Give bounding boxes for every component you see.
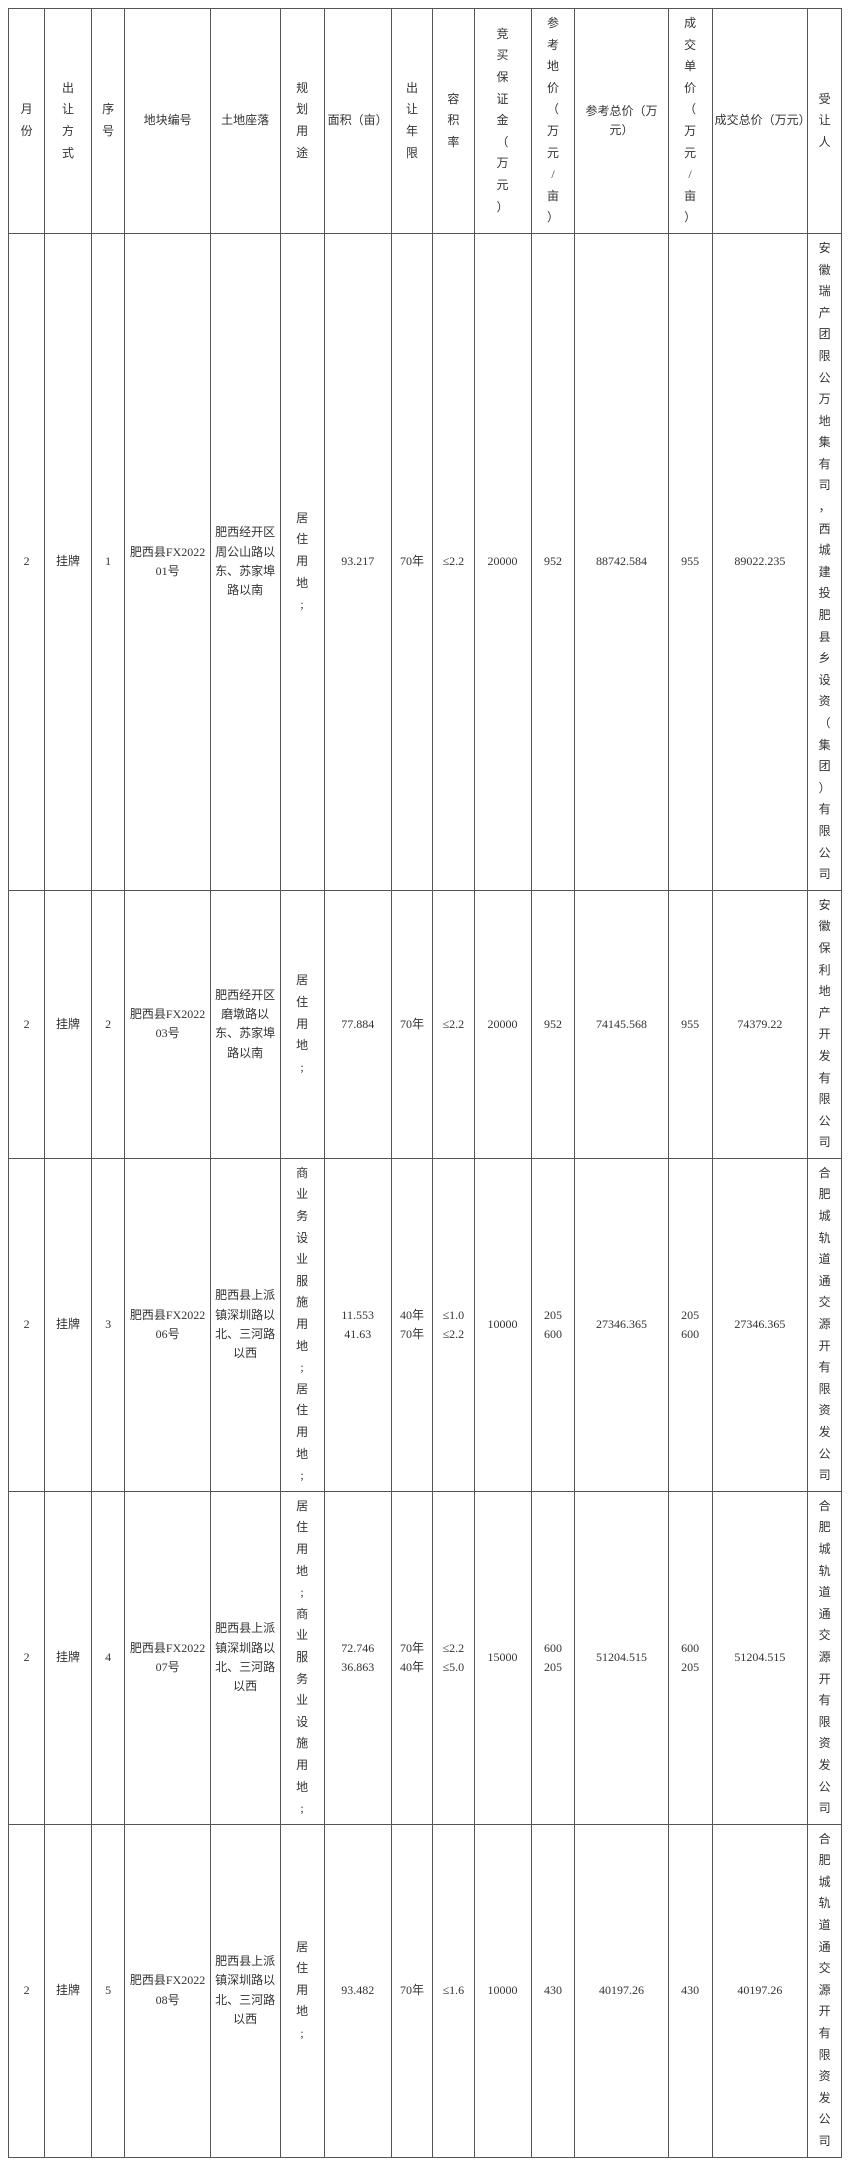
col-buyer: 受让人: [808, 9, 842, 234]
cell-far: ≤1.6: [433, 1824, 474, 2157]
cell-method: 挂牌: [45, 233, 92, 890]
table-body: 2挂牌1肥西县FX202201号肥西经开区周公山路以东、苏家埠路以南居住用地;9…: [9, 233, 842, 2157]
cell-seq: 4: [91, 1491, 125, 1824]
cell-method: 挂牌: [45, 890, 92, 1158]
col-loc: 土地座落: [210, 9, 280, 234]
cell-month: 2: [9, 1824, 45, 2157]
cell-area: 11.55341.63: [324, 1158, 391, 1491]
cell-seq: 2: [91, 890, 125, 1158]
cell-deposit: 10000: [474, 1824, 531, 2157]
cell-term: 70年: [391, 233, 432, 890]
cell-deposit: 10000: [474, 1158, 531, 1491]
col-dealunit: 成交单价（万元/亩）: [668, 9, 712, 234]
cell-use: 居住用地;: [280, 1824, 324, 2157]
cell-seq: 3: [91, 1158, 125, 1491]
land-sale-table: 月份 出让方式 序号 地块编号 土地座落 规划用途 面积（亩） 出让年限 容积率…: [8, 8, 842, 2158]
col-dealtotal: 成交总价（万元）: [712, 9, 808, 234]
cell-month: 2: [9, 233, 45, 890]
cell-buyer: 安徽保利地产开发有限公司: [808, 890, 842, 1158]
table-row: 2挂牌5肥西县FX202208号肥西县上派镇深圳路以北、三河路以西居住用地;93…: [9, 1824, 842, 2157]
cell-reftotal: 74145.568: [575, 890, 668, 1158]
cell-dealunit: 205600: [668, 1158, 712, 1491]
cell-reftotal: 40197.26: [575, 1824, 668, 2157]
table-header: 月份 出让方式 序号 地块编号 土地座落 规划用途 面积（亩） 出让年限 容积率…: [9, 9, 842, 234]
cell-term: 40年70年: [391, 1158, 432, 1491]
cell-refunit: 600205: [531, 1491, 575, 1824]
cell-deposit: 20000: [474, 233, 531, 890]
cell-month: 2: [9, 1158, 45, 1491]
cell-loc: 肥西经开区磨墩路以东、苏家埠路以南: [210, 890, 280, 1158]
cell-dealunit: 955: [668, 890, 712, 1158]
table-row: 2挂牌3肥西县FX202206号肥西县上派镇深圳路以北、三河路以西商业务设业服施…: [9, 1158, 842, 1491]
cell-method: 挂牌: [45, 1158, 92, 1491]
col-seq: 序号: [91, 9, 125, 234]
cell-dealunit: 600205: [668, 1491, 712, 1824]
cell-buyer: 合肥城轨道通交源开有限资发公司: [808, 1491, 842, 1824]
cell-refunit: 952: [531, 890, 575, 1158]
cell-month: 2: [9, 1491, 45, 1824]
cell-far: ≤1.0≤2.2: [433, 1158, 474, 1491]
cell-parcel: 肥西县FX202203号: [125, 890, 210, 1158]
col-method: 出让方式: [45, 9, 92, 234]
col-parcel: 地块编号: [125, 9, 210, 234]
cell-far: ≤2.2≤5.0: [433, 1491, 474, 1824]
cell-parcel: 肥西县FX202206号: [125, 1158, 210, 1491]
cell-method: 挂牌: [45, 1491, 92, 1824]
cell-dealtotal: 40197.26: [712, 1824, 808, 2157]
col-far: 容积率: [433, 9, 474, 234]
col-area: 面积（亩）: [324, 9, 391, 234]
cell-area: 72.74636.863: [324, 1491, 391, 1824]
cell-term: 70年: [391, 1824, 432, 2157]
cell-parcel: 肥西县FX202207号: [125, 1491, 210, 1824]
cell-dealunit: 430: [668, 1824, 712, 2157]
cell-dealtotal: 89022.235: [712, 233, 808, 890]
col-deposit: 竞买保证金（万元）: [474, 9, 531, 234]
cell-reftotal: 27346.365: [575, 1158, 668, 1491]
cell-reftotal: 51204.515: [575, 1491, 668, 1824]
cell-use: 居住用地;商业服务业设施用地;: [280, 1491, 324, 1824]
cell-far: ≤2.2: [433, 233, 474, 890]
cell-seq: 1: [91, 233, 125, 890]
cell-use: 居住用地;: [280, 233, 324, 890]
cell-reftotal: 88742.584: [575, 233, 668, 890]
col-refunit: 参考地价（万元/亩）: [531, 9, 575, 234]
cell-seq: 5: [91, 1824, 125, 2157]
cell-refunit: 952: [531, 233, 575, 890]
cell-refunit: 205600: [531, 1158, 575, 1491]
cell-loc: 肥西县上派镇深圳路以北、三河路以西: [210, 1824, 280, 2157]
table-row: 2挂牌2肥西县FX202203号肥西经开区磨墩路以东、苏家埠路以南居住用地;77…: [9, 890, 842, 1158]
col-use: 规划用途: [280, 9, 324, 234]
cell-term: 70年: [391, 890, 432, 1158]
cell-use: 商业务设业服施用地;居住用地;: [280, 1158, 324, 1491]
cell-area: 93.217: [324, 233, 391, 890]
cell-refunit: 430: [531, 1824, 575, 2157]
col-term: 出让年限: [391, 9, 432, 234]
cell-dealtotal: 74379.22: [712, 890, 808, 1158]
cell-deposit: 20000: [474, 890, 531, 1158]
cell-loc: 肥西县上派镇深圳路以北、三河路以西: [210, 1491, 280, 1824]
cell-buyer: 安徽瑞产团限公万地集有司，西城建投肥县乡设资（集团）有限公司: [808, 233, 842, 890]
cell-area: 93.482: [324, 1824, 391, 2157]
cell-loc: 肥西经开区周公山路以东、苏家埠路以南: [210, 233, 280, 890]
table-row: 2挂牌4肥西县FX202207号肥西县上派镇深圳路以北、三河路以西居住用地;商业…: [9, 1491, 842, 1824]
cell-deposit: 15000: [474, 1491, 531, 1824]
cell-use: 居住用地;: [280, 890, 324, 1158]
col-month: 月份: [9, 9, 45, 234]
cell-dealtotal: 51204.515: [712, 1491, 808, 1824]
cell-area: 77.884: [324, 890, 391, 1158]
cell-method: 挂牌: [45, 1824, 92, 2157]
cell-term: 70年40年: [391, 1491, 432, 1824]
cell-dealtotal: 27346.365: [712, 1158, 808, 1491]
cell-month: 2: [9, 890, 45, 1158]
cell-parcel: 肥西县FX202201号: [125, 233, 210, 890]
cell-far: ≤2.2: [433, 890, 474, 1158]
cell-parcel: 肥西县FX202208号: [125, 1824, 210, 2157]
cell-buyer: 合肥城轨道通交源开有限资发公司: [808, 1158, 842, 1491]
cell-buyer: 合肥城轨道通交源开有限资发公司: [808, 1824, 842, 2157]
cell-dealunit: 955: [668, 233, 712, 890]
col-reftotal: 参考总价（万元）: [575, 9, 668, 234]
cell-loc: 肥西县上派镇深圳路以北、三河路以西: [210, 1158, 280, 1491]
table-row: 2挂牌1肥西县FX202201号肥西经开区周公山路以东、苏家埠路以南居住用地;9…: [9, 233, 842, 890]
